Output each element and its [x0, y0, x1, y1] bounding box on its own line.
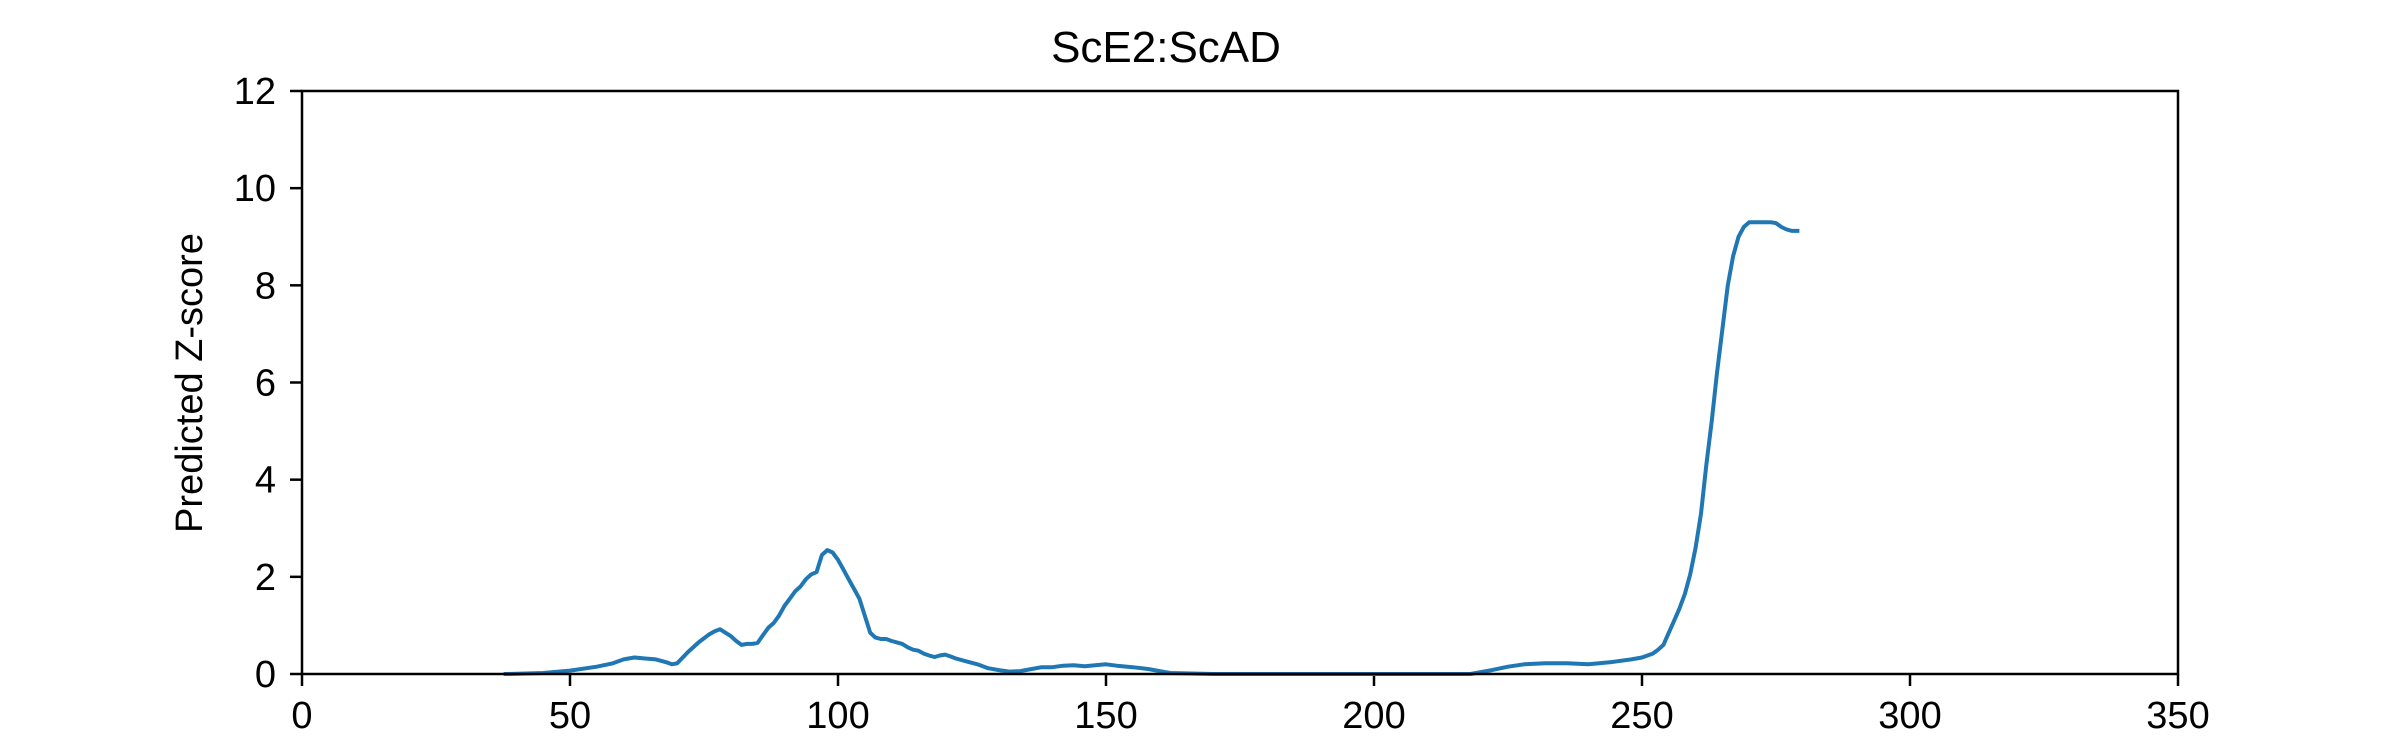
axes-frame: [300, 89, 2180, 676]
y-tick-label: 12: [234, 71, 276, 113]
plot-area: [503, 220, 1800, 677]
x-tick-label: 50: [549, 695, 591, 737]
y-axis-ticks: 0 2 4 6 8 10 12: [234, 71, 302, 696]
chart-title: ScE2:ScAD: [1051, 23, 1281, 72]
x-tick-label: 200: [1342, 695, 1405, 737]
y-tick-label: 6: [255, 363, 276, 405]
series-line-0: [503, 220, 1800, 677]
y-axis-label: Predicted Z-score: [169, 233, 211, 533]
x-tick-label: 0: [291, 695, 312, 737]
x-tick-label: 150: [1074, 695, 1137, 737]
y-tick-label: 2: [255, 557, 276, 599]
y-tick-label: 8: [255, 265, 276, 307]
y-tick-label: 10: [234, 168, 276, 210]
y-tick-label: 4: [255, 460, 276, 502]
x-tick-label: 250: [1610, 695, 1673, 737]
x-axis-ticks: 0 50 100 150 200 250 300 350: [291, 674, 2210, 737]
x-tick-label: 350: [2146, 695, 2209, 737]
x-tick-label: 300: [1878, 695, 1941, 737]
y-tick-label: 0: [255, 654, 276, 696]
x-tick-label: 100: [806, 695, 869, 737]
